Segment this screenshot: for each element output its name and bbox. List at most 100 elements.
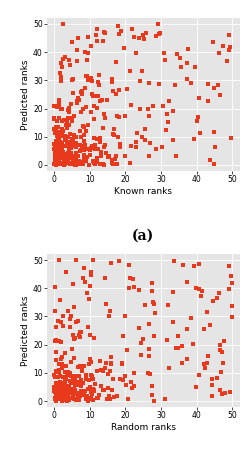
Point — [57, 154, 61, 161]
Point — [83, 396, 87, 403]
Point — [117, 86, 121, 93]
Point — [58, 160, 62, 167]
Point — [128, 68, 132, 75]
Point — [65, 120, 69, 128]
Point — [118, 375, 122, 382]
Point — [228, 43, 232, 50]
Point — [74, 149, 78, 156]
Point — [72, 155, 76, 162]
Point — [52, 145, 56, 153]
Point — [66, 114, 70, 122]
Point — [122, 44, 126, 52]
Point — [166, 302, 170, 309]
Point — [92, 388, 96, 395]
Point — [56, 158, 60, 165]
Point — [56, 133, 60, 141]
Point — [53, 161, 57, 168]
Point — [54, 397, 58, 404]
Point — [121, 377, 125, 384]
Point — [76, 152, 80, 159]
Point — [92, 115, 96, 122]
Point — [57, 394, 61, 401]
Point — [215, 295, 219, 302]
Point — [90, 372, 94, 380]
Point — [86, 33, 90, 41]
Point — [54, 146, 58, 153]
Point — [55, 392, 59, 399]
Point — [62, 379, 66, 387]
Point — [66, 368, 70, 376]
Point — [76, 394, 80, 402]
Point — [83, 48, 87, 55]
Point — [63, 393, 67, 401]
Point — [157, 30, 161, 37]
Point — [108, 307, 112, 314]
Point — [78, 127, 82, 134]
Point — [99, 367, 103, 374]
Point — [117, 113, 121, 121]
Point — [59, 140, 63, 147]
Point — [111, 375, 115, 383]
Point — [53, 144, 57, 151]
Point — [54, 159, 58, 166]
Point — [95, 158, 99, 165]
Point — [82, 138, 85, 145]
Point — [59, 152, 63, 159]
Point — [163, 57, 167, 64]
Point — [74, 395, 78, 403]
Point — [132, 33, 136, 41]
Point — [210, 375, 214, 383]
Point — [60, 147, 63, 154]
Point — [92, 134, 96, 141]
Point — [53, 152, 57, 159]
Point — [55, 160, 59, 168]
Point — [95, 26, 99, 33]
Point — [59, 145, 63, 153]
Point — [65, 388, 69, 395]
Point — [72, 160, 76, 167]
Point — [57, 137, 61, 144]
Point — [53, 337, 57, 345]
Point — [61, 322, 65, 329]
Point — [58, 388, 62, 395]
Point — [197, 95, 201, 102]
Point — [79, 388, 83, 396]
Point — [139, 339, 143, 346]
Point — [81, 160, 85, 168]
Point — [75, 378, 79, 386]
Point — [82, 158, 86, 165]
Point — [89, 271, 93, 279]
Point — [93, 160, 97, 168]
Point — [81, 274, 85, 282]
Point — [59, 142, 63, 149]
Point — [61, 20, 65, 27]
Point — [83, 278, 87, 285]
Point — [74, 256, 78, 264]
Point — [185, 278, 189, 285]
Point — [82, 380, 85, 387]
Point — [76, 397, 80, 404]
Point — [109, 259, 113, 266]
Point — [60, 147, 64, 154]
Point — [55, 387, 59, 394]
Point — [55, 389, 59, 397]
Point — [75, 58, 79, 65]
Point — [95, 105, 99, 112]
Point — [56, 140, 60, 147]
Point — [57, 158, 61, 165]
Point — [58, 138, 62, 146]
Point — [229, 272, 233, 280]
Point — [71, 376, 75, 383]
Point — [185, 325, 189, 332]
Point — [77, 158, 81, 165]
Point — [181, 261, 185, 269]
Point — [73, 381, 77, 388]
Point — [79, 147, 83, 154]
Point — [217, 49, 221, 57]
Point — [60, 397, 64, 404]
Point — [56, 147, 60, 154]
Point — [62, 374, 65, 381]
Point — [55, 133, 59, 140]
Point — [110, 75, 114, 82]
Point — [73, 142, 77, 149]
